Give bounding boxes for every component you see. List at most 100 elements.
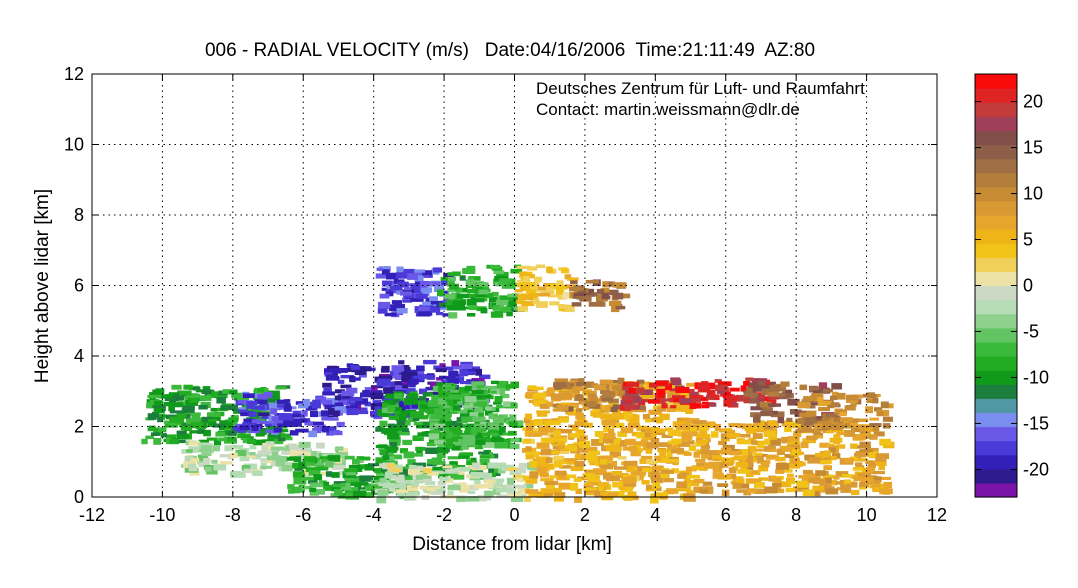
velocity-cell: [583, 390, 597, 395]
velocity-cell: [585, 446, 598, 453]
velocity-cell: [637, 395, 648, 401]
velocity-cell: [736, 423, 745, 429]
velocity-cell: [740, 385, 747, 392]
velocity-cell: [670, 445, 678, 450]
velocity-cell: [865, 460, 875, 464]
velocity-cell: [443, 443, 453, 447]
velocity-cell: [376, 473, 389, 479]
velocity-cell: [163, 402, 175, 407]
velocity-cell: [252, 439, 265, 446]
velocity-cell: [467, 465, 476, 470]
velocity-cell: [549, 301, 560, 306]
velocity-cell: [577, 290, 587, 295]
velocity-cell: [506, 477, 515, 485]
velocity-cell: [859, 481, 869, 488]
velocity-cell: [395, 489, 406, 493]
velocity-cell: [813, 423, 823, 429]
colorbar-segment: [975, 144, 1017, 160]
velocity-cell: [188, 412, 201, 416]
velocity-cell: [448, 312, 458, 319]
velocity-cell: [222, 389, 230, 394]
velocity-cell: [407, 469, 420, 475]
velocity-cell: [471, 378, 485, 383]
velocity-cell: [671, 405, 685, 412]
x-tick-label: 12: [927, 505, 947, 525]
velocity-cell: [578, 420, 588, 425]
velocity-cell: [649, 431, 657, 439]
velocity-cell: [449, 389, 461, 397]
velocity-cell: [558, 482, 572, 490]
velocity-cell: [313, 474, 323, 481]
velocity-cell: [350, 482, 363, 486]
velocity-cell: [605, 444, 616, 452]
velocity-cell: [459, 369, 469, 377]
velocity-cell: [349, 377, 361, 381]
velocity-cell: [213, 464, 227, 471]
velocity-cell: [873, 431, 885, 437]
velocity-cell: [626, 381, 640, 387]
velocity-cell: [712, 472, 724, 479]
velocity-cell: [493, 401, 502, 405]
velocity-cell: [297, 418, 308, 423]
velocity-cell: [212, 445, 221, 452]
velocity-cell: [650, 438, 660, 444]
velocity-cell: [839, 411, 847, 417]
velocity-cell: [433, 267, 443, 273]
velocity-cell: [512, 424, 524, 428]
velocity-cell: [584, 401, 597, 407]
velocity-cell: [717, 483, 729, 487]
velocity-cell: [395, 478, 405, 483]
velocity-cell: [491, 303, 501, 308]
velocity-cell: [334, 395, 342, 401]
velocity-cell: [802, 438, 816, 444]
velocity-cell: [872, 480, 881, 485]
velocity-cell: [183, 384, 193, 390]
velocity-cell: [484, 410, 493, 416]
velocity-cell: [406, 491, 419, 496]
velocity-cell: [286, 457, 299, 461]
velocity-cell: [469, 412, 479, 419]
velocity-cell: [649, 496, 659, 504]
velocity-cell: [394, 393, 403, 399]
velocity-cell: [876, 411, 884, 416]
velocity-cell: [408, 372, 418, 376]
colorbar-segment: [975, 426, 1017, 442]
velocity-cell: [594, 431, 604, 437]
velocity-cell: [321, 401, 328, 405]
velocity-cell: [777, 416, 784, 424]
velocity-cell: [239, 456, 250, 462]
velocity-cell: [866, 398, 874, 403]
velocity-cell: [488, 296, 503, 304]
velocity-cell: [198, 439, 210, 445]
velocity-cell: [348, 465, 361, 469]
velocity-cell: [802, 469, 813, 475]
velocity-cell: [510, 268, 523, 274]
velocity-cell: [778, 392, 786, 397]
velocity-cell: [811, 475, 821, 479]
velocity-cell: [872, 460, 887, 466]
velocity-cell: [875, 453, 890, 460]
velocity-cell: [845, 481, 858, 488]
velocity-cell: [450, 461, 458, 465]
velocity-cell: [410, 297, 424, 302]
velocity-cell: [628, 388, 643, 394]
velocity-cell: [475, 439, 486, 445]
velocity-cell: [186, 449, 193, 453]
velocity-cell: [753, 417, 761, 423]
velocity-cell: [351, 401, 358, 408]
velocity-cell: [601, 394, 614, 402]
velocity-cell: [403, 451, 415, 459]
velocity-cell: [593, 468, 607, 474]
velocity-cell: [325, 471, 332, 477]
velocity-cell: [786, 462, 801, 469]
velocity-cell: [393, 401, 406, 406]
velocity-cell: [507, 467, 518, 471]
velocity-cell: [561, 392, 572, 399]
velocity-cell: [561, 447, 569, 451]
velocity-cell: [745, 455, 754, 461]
velocity-cell: [388, 415, 400, 420]
velocity-cell: [404, 420, 411, 426]
velocity-cell: [546, 266, 553, 273]
velocity-cell: [815, 418, 825, 422]
velocity-cell: [670, 377, 681, 382]
